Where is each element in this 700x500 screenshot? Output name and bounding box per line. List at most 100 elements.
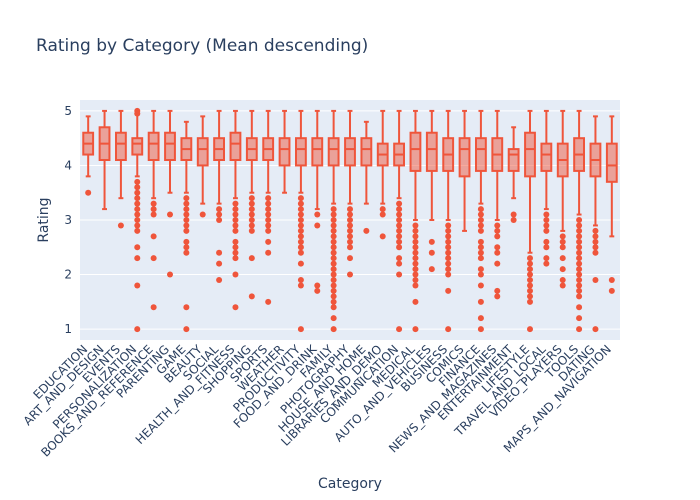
outlier-point <box>527 298 533 305</box>
iqr-box <box>131 137 144 156</box>
box-medical <box>409 109 422 333</box>
outlier-point <box>477 206 484 213</box>
outlier-point <box>134 227 141 234</box>
iqr-box <box>229 131 242 162</box>
outlier-point <box>232 200 239 207</box>
outlier-point <box>347 227 353 234</box>
outlier-point <box>216 217 223 223</box>
outlier-point <box>183 249 190 256</box>
outlier-point <box>527 260 533 267</box>
outlier-point <box>477 271 484 278</box>
iqr-box <box>540 142 553 172</box>
outlier-point <box>265 217 272 223</box>
outlier-point <box>150 233 157 240</box>
box-entertainment <box>507 126 520 223</box>
outlier-point <box>134 244 141 251</box>
outlier-point <box>559 238 566 245</box>
outlier-point <box>297 200 304 207</box>
box-auto-and-vehicles <box>425 109 438 273</box>
outlier-point <box>445 238 452 245</box>
outlier-point <box>527 255 533 262</box>
outlier-point <box>396 211 403 218</box>
outlier-point <box>412 244 419 251</box>
outlier-point <box>494 244 501 251</box>
outlier-point <box>347 222 353 229</box>
y-tick-label: 3 <box>64 213 72 227</box>
outlier-point <box>183 238 190 245</box>
x-axis-title: Category <box>318 476 382 492</box>
outlier-point <box>167 211 173 218</box>
outlier-point <box>134 200 141 207</box>
outlier-point <box>347 244 353 251</box>
outlier-point <box>477 238 484 245</box>
outlier-point <box>396 260 403 267</box>
outlier-point <box>183 217 190 223</box>
outlier-point <box>134 255 141 262</box>
outlier-point <box>150 200 157 207</box>
box-photography <box>344 109 356 278</box>
outlier-point <box>428 249 435 256</box>
outlier-point <box>347 271 353 278</box>
outlier-point <box>412 249 419 256</box>
outlier-point <box>150 211 157 218</box>
outlier-point <box>265 238 272 245</box>
iqr-box <box>164 131 176 162</box>
outlier-point <box>396 227 403 234</box>
outlier-point <box>396 244 403 251</box>
outlier-point <box>477 211 484 218</box>
outlier-point <box>559 255 566 262</box>
outlier-point <box>265 195 272 202</box>
outlier-point <box>412 238 419 245</box>
box-books-and-reference <box>147 109 160 311</box>
outlier-point <box>216 249 223 256</box>
outlier-point <box>576 287 583 294</box>
outlier-point <box>134 326 141 333</box>
outlier-point <box>396 233 403 240</box>
iqr-box <box>147 131 160 162</box>
outlier-point <box>330 249 337 256</box>
box-house-and-home <box>360 120 373 234</box>
outlier-point <box>347 211 353 218</box>
outlier-point <box>576 222 583 229</box>
outlier-point <box>592 233 599 240</box>
box-news-and-magazines <box>491 109 504 300</box>
outlier-point <box>297 238 304 245</box>
outlier-point <box>216 277 223 283</box>
outlier-point <box>330 260 337 267</box>
outlier-point <box>248 200 255 207</box>
outlier-point <box>527 326 533 333</box>
outlier-point <box>527 282 533 289</box>
outlier-point <box>297 233 304 240</box>
outlier-point <box>330 206 337 213</box>
outlier-point <box>477 249 484 256</box>
outlier-point <box>248 211 255 218</box>
outlier-point <box>576 238 583 245</box>
outlier-point <box>445 255 452 262</box>
outlier-point <box>412 233 419 240</box>
box-sports <box>262 109 275 305</box>
outlier-point <box>494 260 501 267</box>
outlier-point <box>314 282 321 289</box>
iqr-box <box>605 142 618 183</box>
outlier-point <box>576 315 583 322</box>
outlier-point <box>297 249 304 256</box>
outlier-point <box>232 271 239 278</box>
outlier-point <box>379 206 386 213</box>
outlier-point <box>150 304 157 311</box>
outlier-point <box>330 244 337 251</box>
outlier-point <box>412 298 419 305</box>
outlier-point <box>150 255 157 262</box>
outlier-point <box>232 304 239 311</box>
outlier-point <box>117 222 124 229</box>
outlier-point <box>445 244 452 251</box>
outlier-point <box>494 249 501 256</box>
outlier-point <box>477 227 484 234</box>
outlier-point <box>576 326 583 333</box>
outlier-point <box>477 222 484 229</box>
outlier-point <box>412 222 419 229</box>
outlier-point <box>330 227 337 234</box>
outlier-point <box>232 249 239 256</box>
outlier-point <box>576 233 583 240</box>
box-parenting <box>164 109 176 278</box>
outlier-point <box>134 178 141 185</box>
